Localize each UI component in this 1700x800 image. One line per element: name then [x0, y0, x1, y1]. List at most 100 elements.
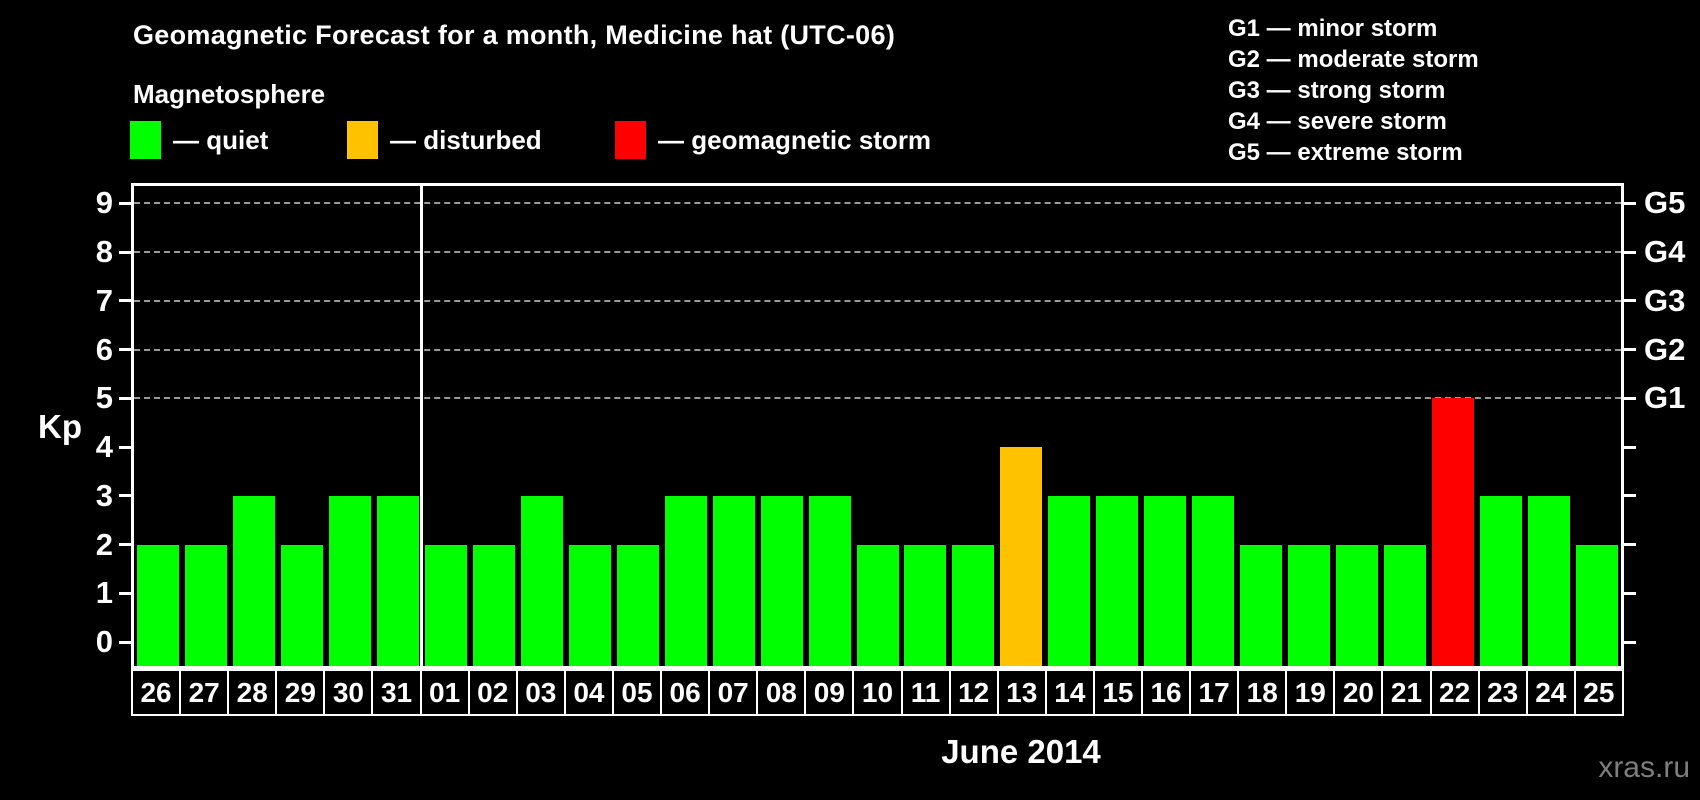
legend-item-disturbed: — disturbed	[347, 121, 542, 159]
bar-day-11	[904, 544, 947, 666]
bar-day-07	[712, 495, 755, 666]
y-tick-label-8: 8	[95, 234, 113, 270]
bar-day-17	[1192, 495, 1235, 666]
y-tick-right-9	[1624, 201, 1636, 205]
y-tick-right-3	[1624, 494, 1636, 498]
gridline-kp9	[134, 202, 1621, 205]
bar-day-23	[1480, 495, 1523, 666]
y-tick-right-6	[1624, 348, 1636, 352]
bar-day-16	[1144, 495, 1187, 666]
y-tick-right-5	[1624, 396, 1636, 400]
day-label-01: 01	[422, 671, 470, 714]
legend-label-storm: — geomagnetic storm	[658, 124, 932, 155]
bar-day-14	[1048, 495, 1091, 666]
bar-day-27	[184, 544, 227, 666]
y-tick-label-3: 3	[95, 477, 113, 513]
day-label-23: 23	[1480, 671, 1528, 714]
day-label-31: 31	[373, 671, 422, 714]
g-scale-label-g1: G1	[1644, 380, 1686, 416]
plot-area	[131, 183, 1624, 669]
y-tick-right-2	[1624, 543, 1636, 547]
storm-scale-line-g3: G3 — strong storm	[1228, 77, 1446, 104]
y-tick-label-0: 0	[95, 624, 113, 660]
y-tick-right-7	[1624, 299, 1636, 303]
y-tick-label-5: 5	[95, 380, 113, 416]
x-axis-title: June 2014	[941, 733, 1101, 770]
day-label-24: 24	[1528, 671, 1576, 714]
storm-scale-legend: G1 — minor storm G2 — moderate storm G3 …	[1228, 13, 1479, 168]
y-tick-label-9: 9	[95, 185, 113, 221]
day-label-07: 07	[710, 671, 759, 714]
day-label-28: 28	[229, 671, 278, 714]
gridline-kp8	[134, 251, 1621, 254]
bar-day-06	[664, 495, 707, 666]
y-tick-right-4	[1624, 445, 1636, 449]
month-separator-line	[420, 186, 424, 666]
legend-label-quiet: — quiet	[173, 124, 269, 155]
g-scale-label-g4: G4	[1644, 234, 1686, 270]
legend-item-quiet: — quiet	[130, 121, 268, 159]
storm-scale-line-g4: G4 — severe storm	[1228, 108, 1447, 135]
legend-label-disturbed: — disturbed	[390, 124, 542, 155]
day-label-21: 21	[1383, 671, 1432, 714]
y-tick-left-7	[119, 299, 131, 303]
day-label-14: 14	[1047, 671, 1095, 714]
day-label-30: 30	[325, 671, 374, 714]
y-tick-right-0	[1624, 640, 1636, 644]
day-label-11: 11	[903, 671, 951, 714]
day-label-12: 12	[951, 671, 999, 714]
bar-day-04	[568, 544, 611, 666]
day-label-27: 27	[181, 671, 230, 714]
bar-day-25	[1576, 544, 1619, 666]
storm-scale-line-g1: G1 — minor storm	[1228, 15, 1438, 42]
g-scale-label-g5: G5	[1644, 185, 1686, 221]
storm-swatch-icon	[615, 121, 646, 159]
y-tick-left-5	[119, 396, 131, 400]
day-label-25: 25	[1583, 676, 1615, 708]
bar-day-21	[1384, 544, 1427, 666]
day-label-19: 19	[1287, 671, 1336, 714]
bar-day-10	[856, 544, 899, 666]
bar-day-09	[808, 495, 851, 666]
day-label-03: 03	[518, 671, 566, 714]
gridline-kp7	[134, 299, 1621, 302]
bar-day-15	[1096, 495, 1139, 666]
y-tick-right-8	[1624, 250, 1636, 254]
gridline-kp5	[134, 397, 1621, 400]
y-tick-right-1	[1624, 591, 1636, 595]
day-label-05: 05	[614, 671, 663, 714]
y-tick-left-2	[119, 543, 131, 547]
y-tick-label-2: 2	[95, 526, 113, 562]
y-tick-left-1	[119, 591, 131, 595]
y-tick-label-4: 4	[95, 429, 113, 465]
bar-day-29	[280, 544, 323, 666]
g-scale-label-g3: G3	[1644, 282, 1686, 318]
storm-scale-line-g2: G2 — moderate storm	[1228, 46, 1479, 73]
bar-day-26	[136, 544, 179, 666]
bar-day-08	[760, 495, 803, 666]
bar-day-28	[232, 495, 275, 666]
bar-day-13	[1000, 447, 1043, 666]
day-label-13: 13	[999, 671, 1047, 714]
bar-day-20	[1336, 544, 1379, 666]
bar-day-31	[376, 495, 419, 666]
y-tick-label-7: 7	[95, 282, 113, 318]
bar-day-30	[328, 495, 371, 666]
quiet-swatch-icon	[130, 121, 161, 159]
y-tick-left-3	[119, 494, 131, 498]
y-tick-left-4	[119, 445, 131, 449]
day-label-16: 16	[1143, 671, 1192, 714]
day-label-02: 02	[470, 671, 518, 714]
y-tick-left-8	[119, 250, 131, 254]
day-label-10: 10	[854, 671, 903, 714]
day-label-08: 08	[758, 671, 807, 714]
bar-day-24	[1528, 495, 1571, 666]
bar-day-19	[1288, 544, 1331, 666]
day-label-15: 15	[1095, 671, 1143, 714]
y-tick-label-6: 6	[95, 331, 113, 367]
disturbed-swatch-icon	[347, 121, 378, 159]
watermark: xras.ru	[1598, 751, 1690, 784]
legend-item-storm: — geomagnetic storm	[615, 121, 931, 159]
chart-title: Geomagnetic Forecast for a month, Medici…	[133, 20, 896, 50]
